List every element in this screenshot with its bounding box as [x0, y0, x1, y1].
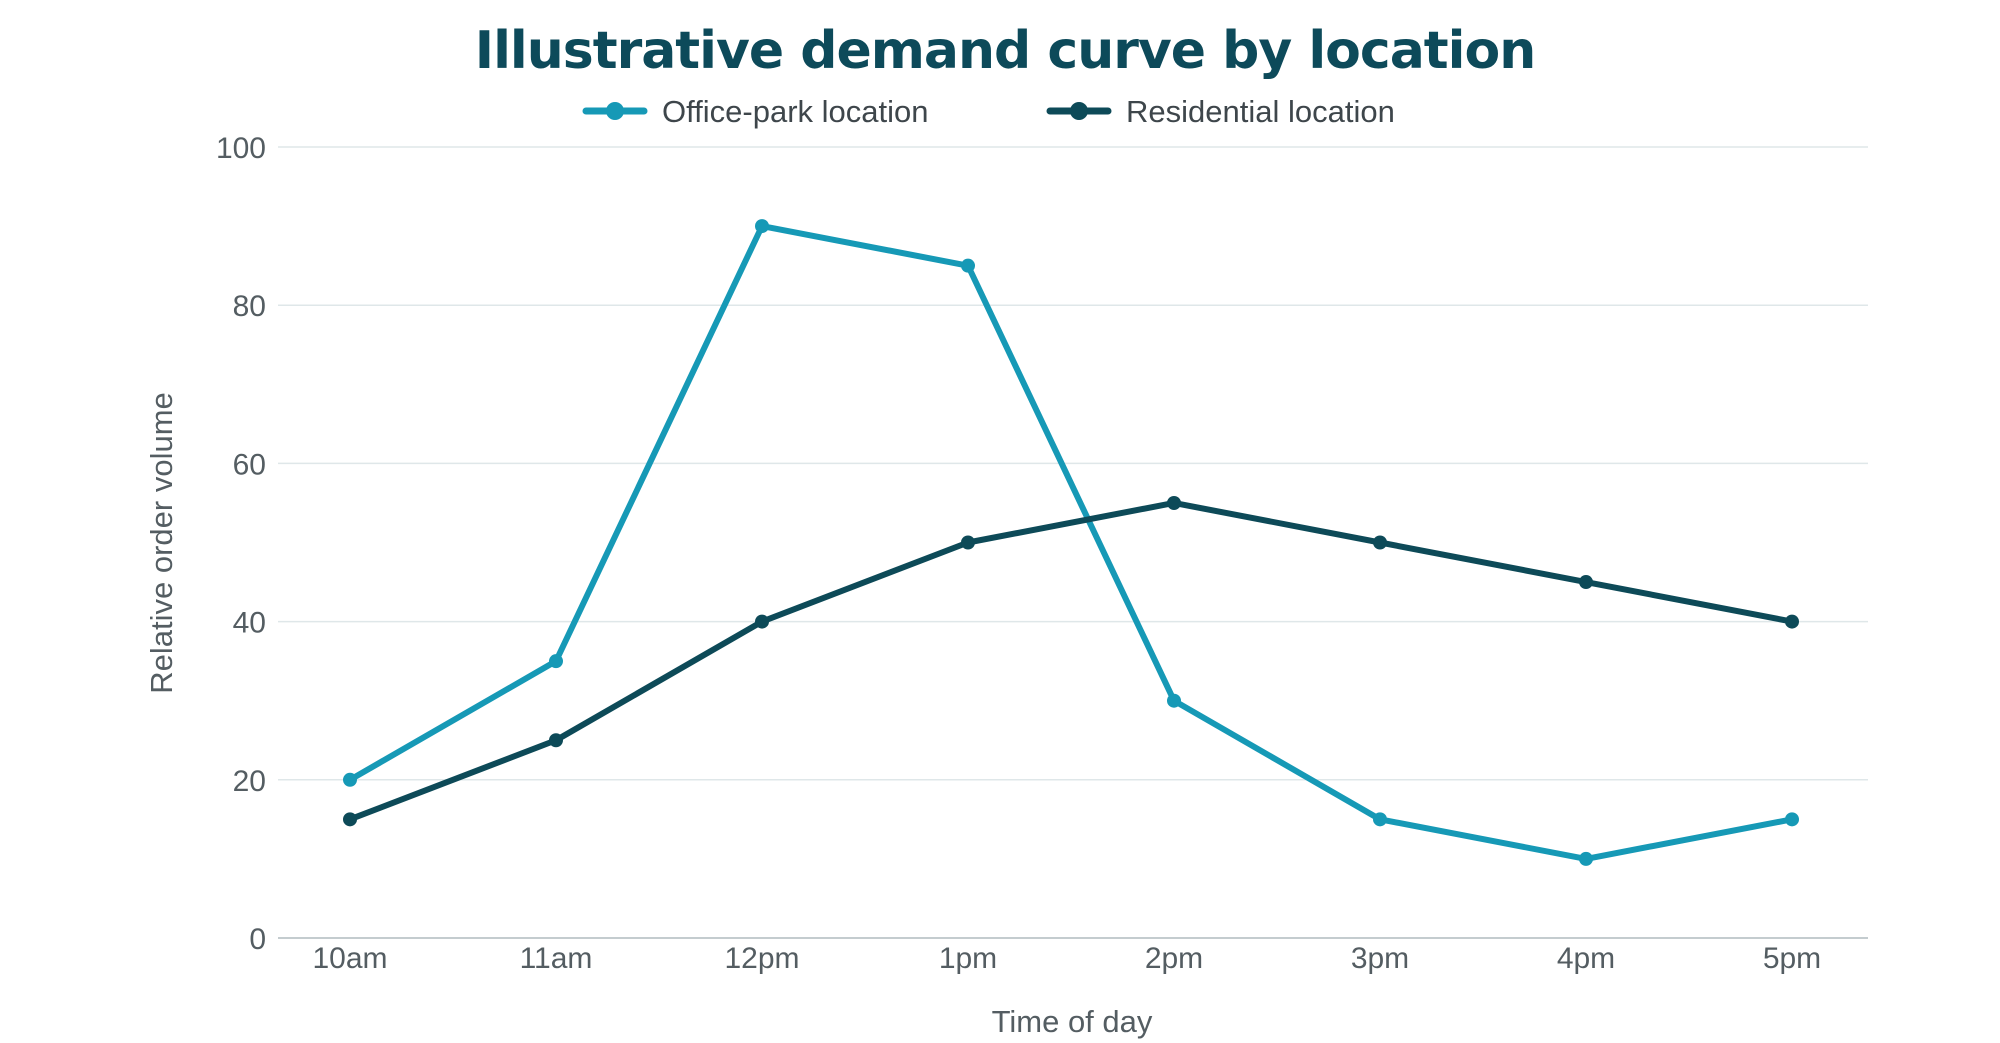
y-tick-label: 40	[233, 607, 266, 640]
data-point	[755, 219, 769, 234]
legend-item-1: Residential location	[1046, 94, 1395, 129]
x-tick-label: 10am	[312, 942, 387, 975]
legend-label: Residential location	[1126, 94, 1395, 129]
y-tick-label: 20	[233, 765, 266, 798]
chart-title: Illustrative demand curve by location	[475, 21, 1535, 81]
data-point	[961, 258, 975, 273]
x-tick-label: 2pm	[1145, 942, 1203, 975]
data-point	[343, 772, 357, 787]
legend-swatch-marker	[606, 102, 624, 120]
x-tick-label: 5pm	[1763, 942, 1821, 975]
series-line	[347, 499, 1795, 823]
data-point	[549, 733, 563, 748]
legend: Office-park location Residential location	[582, 94, 1395, 129]
legend-item-0: Office-park location	[582, 94, 929, 129]
data-point	[1579, 851, 1593, 866]
y-tick-label: 100	[216, 132, 266, 165]
y-tick-label: 60	[233, 448, 266, 481]
series-line	[347, 223, 1795, 862]
x-axis-title: Time of day	[992, 1004, 1153, 1039]
x-tick-label: 1pm	[939, 942, 997, 975]
x-tick-label: 3pm	[1351, 942, 1409, 975]
data-point	[1373, 812, 1387, 827]
y-tick-label: 0	[249, 923, 266, 956]
data-point	[1785, 614, 1799, 629]
series-0	[343, 219, 1799, 866]
data-point	[1785, 812, 1799, 827]
data-point	[1373, 535, 1387, 550]
x-tick-label: 11am	[520, 942, 593, 975]
series-layer	[343, 219, 1799, 866]
y-tick-label: 80	[233, 290, 266, 323]
series-1	[343, 495, 1799, 827]
data-point	[961, 535, 975, 550]
y-axis-title: Relative order volume	[144, 392, 179, 694]
data-point	[1167, 693, 1181, 708]
data-point	[1167, 495, 1181, 510]
axes: 0 20 40 60 80 100 10am 11am 12pm 1pm 2pm 3pm 4pm 5pm	[216, 132, 1868, 975]
data-point	[343, 812, 357, 827]
data-point	[755, 614, 769, 629]
legend-swatch-marker	[1070, 102, 1088, 120]
data-point	[1579, 575, 1593, 590]
data-point	[549, 654, 563, 669]
x-tick-label: 12pm	[724, 942, 799, 975]
gridlines	[278, 146, 1868, 781]
x-tick-label: 4pm	[1557, 942, 1615, 975]
legend-label: Office-park location	[662, 94, 929, 129]
